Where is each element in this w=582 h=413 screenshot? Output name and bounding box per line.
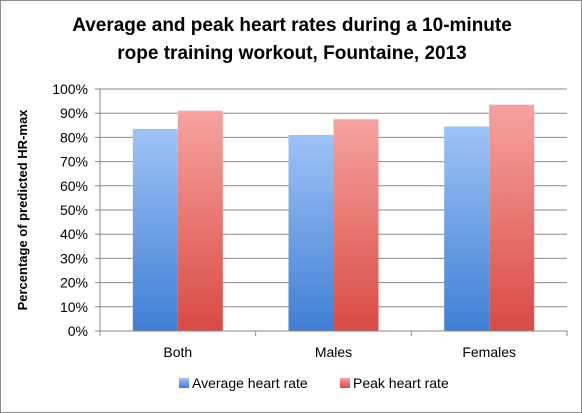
y-tick-label: 20%: [60, 275, 88, 291]
y-axis-title: Percentage of predicted HR-max: [15, 109, 30, 311]
bar-females-series-0: [444, 126, 490, 331]
y-tick-label: 80%: [60, 129, 88, 145]
y-tick-label: 70%: [60, 154, 88, 170]
bar-both-series-0: [132, 128, 178, 331]
y-tick-label: 100%: [52, 81, 88, 97]
x-tick-label: Both: [163, 344, 192, 360]
bars: [132, 104, 535, 331]
chart-title: Average and peak heart rates during a 10…: [72, 15, 512, 64]
legend: Average heart rate Peak heart rate: [179, 375, 449, 391]
legend-label: Average heart rate: [192, 375, 308, 391]
y-tick-label: 30%: [60, 250, 88, 266]
y-tick-label: 40%: [60, 226, 88, 242]
bar-both-series-1: [177, 110, 223, 331]
y-tick-label: 60%: [60, 178, 88, 194]
y-axis-label: Percentage of predicted HR-max: [15, 109, 30, 311]
x-tick-label: Females: [462, 344, 516, 360]
y-tick-label: 50%: [60, 202, 88, 218]
y-axis-ticks: 0% 10% 20% 30% 40% 50% 60% 70% 80% 90% 100%: [52, 81, 100, 339]
bar-males-series-1: [333, 119, 379, 331]
y-tick-label: 0%: [68, 323, 88, 339]
x-tick-label: Males: [315, 344, 352, 360]
y-tick-label: 90%: [60, 105, 88, 121]
legend-label: Peak heart rate: [353, 375, 449, 391]
chart-title-line: Average and peak heart rates during a 10…: [72, 15, 512, 36]
legend-swatch: [179, 378, 189, 388]
x-axis-ticks: Both Males Females: [99, 330, 568, 360]
bar-males-series-0: [288, 134, 334, 331]
chart-title-line: rope training workout, Fountaine, 2013: [117, 43, 466, 64]
bar-females-series-1: [489, 104, 535, 331]
y-tick-label: 10%: [60, 299, 88, 315]
legend-swatch: [340, 378, 350, 388]
